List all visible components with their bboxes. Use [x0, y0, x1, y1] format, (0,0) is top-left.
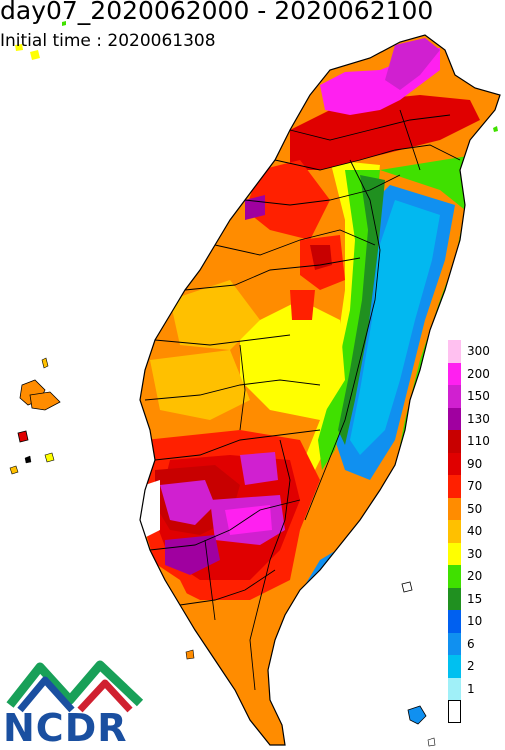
legend-swatch [448, 430, 461, 453]
legend-label: 30 [467, 546, 483, 561]
legend-label: 200 [467, 366, 490, 381]
legend-swatch [448, 655, 461, 678]
legend-row: 6 [447, 632, 505, 655]
legend-row: 300 [447, 340, 505, 363]
map-title: day07_2020062000 - 2020062100 [0, 0, 434, 25]
legend-swatch [448, 385, 461, 408]
legend-row: 10 [447, 610, 505, 633]
legend-swatch [448, 565, 461, 588]
legend-swatch [448, 677, 461, 700]
legend-label: 15 [467, 591, 483, 606]
ncdr-logo-mark-icon [6, 660, 144, 713]
legend-swatch [448, 475, 461, 498]
legend-label: 150 [467, 389, 490, 403]
legend-label: 6 [467, 636, 475, 651]
ncdr-logo [0, 655, 150, 749]
legend-row: 90 [447, 452, 505, 475]
legend-row: 70 [447, 475, 505, 498]
legend-row: 1 [447, 677, 505, 700]
legend-row [447, 700, 505, 723]
ncdr-logo-text: NCDR [3, 706, 128, 750]
legend-row: 130 [447, 407, 505, 430]
legend-row: 20 [447, 565, 505, 588]
legend-label: 50 [467, 501, 483, 516]
legend-swatch [448, 340, 461, 363]
legend-row: 2 [447, 655, 505, 678]
legend-label: 130 [467, 411, 490, 426]
legend-swatch [448, 700, 461, 723]
legend-swatch [448, 452, 461, 475]
island-outline [139, 34, 501, 746]
penghu-islands [9, 357, 61, 475]
legend-row: 150 [447, 385, 505, 408]
legend-label: 1 [467, 681, 475, 696]
legend-swatch [448, 610, 461, 633]
legend-label: 10 [467, 614, 483, 628]
legend-swatch [448, 520, 461, 543]
legend-swatch [448, 632, 461, 655]
county-boundaries [144, 109, 461, 691]
legend-row: 200 [447, 362, 505, 385]
initial-time-label: Initial time : 2020061308 [0, 31, 216, 51]
legend-row: 15 [447, 587, 505, 610]
legend-row: 110 [447, 430, 505, 453]
legend-row: 40 [447, 520, 505, 543]
legend-label: 70 [467, 479, 483, 493]
legend-label: 90 [467, 456, 483, 471]
legend-label: 110 [467, 434, 490, 448]
legend-swatch [448, 497, 461, 520]
legend-swatch [448, 542, 461, 565]
legend-swatch [448, 587, 461, 610]
legend-label: 40 [467, 524, 483, 538]
legend-label: 300 [467, 344, 490, 358]
small-islands [15, 21, 498, 747]
legend-row: 30 [447, 542, 505, 565]
legend-swatch [448, 362, 461, 385]
legend-swatch [448, 407, 461, 430]
legend-label: 2 [467, 659, 475, 673]
color-legend: 300 200 150 130 110 90 70 50 40 30 20 15 10 6 2 1 [447, 340, 505, 723]
legend-row: 50 [447, 497, 505, 520]
legend-label: 20 [467, 569, 483, 583]
